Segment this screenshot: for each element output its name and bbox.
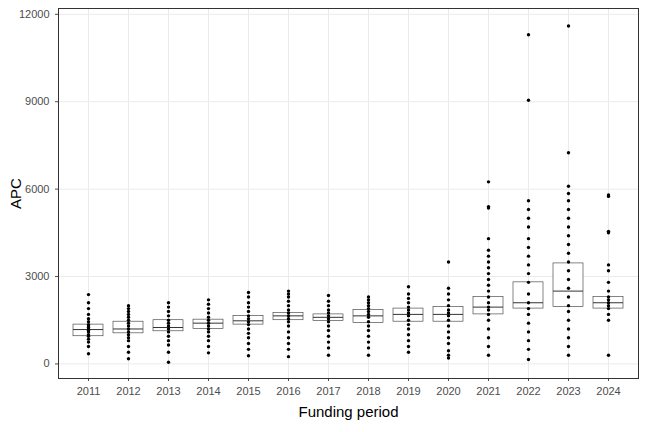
svg-text:2020: 2020 xyxy=(436,385,460,397)
svg-text:6000: 6000 xyxy=(25,183,49,195)
svg-text:2021: 2021 xyxy=(476,385,500,397)
svg-text:2023: 2023 xyxy=(556,385,580,397)
svg-text:Funding period: Funding period xyxy=(298,403,398,420)
svg-text:3000: 3000 xyxy=(25,270,49,282)
svg-text:2019: 2019 xyxy=(396,385,420,397)
svg-text:APC: APC xyxy=(7,178,24,209)
svg-text:2013: 2013 xyxy=(156,385,180,397)
svg-text:2017: 2017 xyxy=(316,385,340,397)
svg-text:2011: 2011 xyxy=(77,385,101,397)
svg-text:2016: 2016 xyxy=(276,385,300,397)
svg-text:2012: 2012 xyxy=(116,385,140,397)
svg-text:2018: 2018 xyxy=(356,385,380,397)
svg-text:0: 0 xyxy=(43,357,49,369)
svg-text:2015: 2015 xyxy=(236,385,260,397)
svg-text:2024: 2024 xyxy=(596,385,620,397)
svg-text:12000: 12000 xyxy=(19,8,50,20)
svg-text:2014: 2014 xyxy=(196,385,220,397)
svg-text:2022: 2022 xyxy=(516,385,540,397)
svg-text:9000: 9000 xyxy=(25,95,49,107)
